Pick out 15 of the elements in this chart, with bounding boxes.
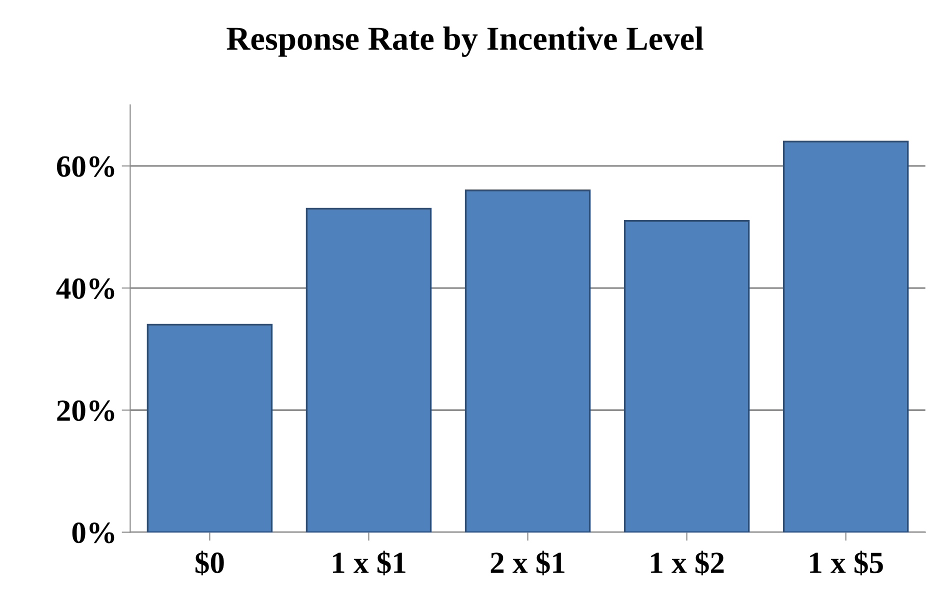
bar <box>782 140 909 532</box>
x-tick-label: 1 x $5 <box>810 550 883 576</box>
y-tick-label: 0% <box>72 522 114 544</box>
x-tick-label: 1 x $2 <box>651 550 724 576</box>
bar <box>464 190 591 532</box>
bar <box>624 220 750 532</box>
y-tick-label: 40% <box>56 278 114 300</box>
y-tick-label: 60% <box>56 156 114 177</box>
x-tick-label: 2 x $1 <box>490 550 564 576</box>
x-tick-label: $0 <box>196 550 224 576</box>
chart-title: Response Rate by Incentive Level <box>226 26 704 57</box>
bar <box>306 208 432 532</box>
x-tick-label: 1 x $1 <box>333 550 406 576</box>
bar <box>146 324 273 532</box>
y-tick-label: 20% <box>57 400 114 422</box>
